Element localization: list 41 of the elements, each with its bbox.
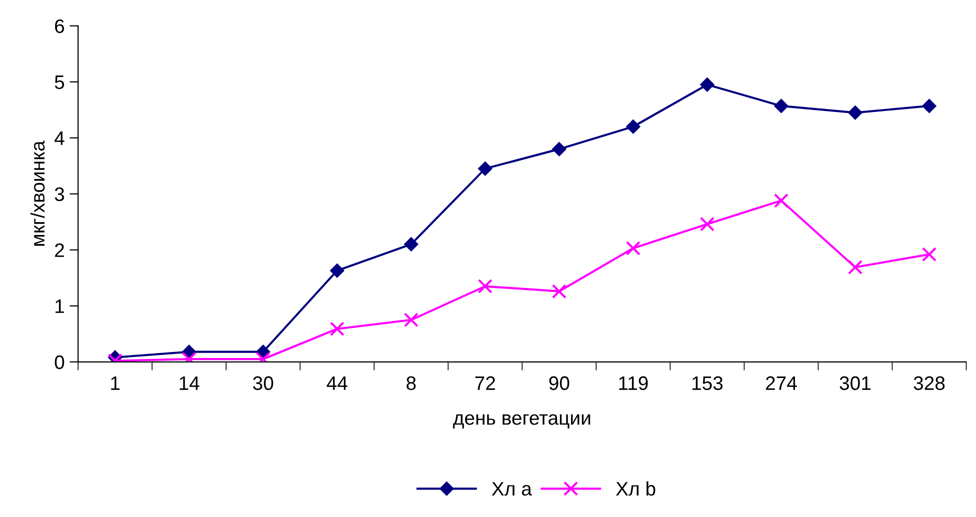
point <box>330 322 344 336</box>
point <box>552 284 566 299</box>
x-tick-label: 8 <box>406 376 416 390</box>
point <box>552 142 566 156</box>
legend-label: Хл b <box>616 481 656 496</box>
point <box>330 264 344 278</box>
x-tick-label: 274 <box>766 376 797 390</box>
point <box>848 260 863 275</box>
x-tick-label: 153 <box>692 376 723 390</box>
point <box>626 240 640 256</box>
x-tick-label: 72 <box>475 376 495 390</box>
y-tick-label: 3 <box>54 187 64 202</box>
legend-label: Хл a <box>492 482 532 496</box>
point <box>922 99 936 113</box>
y-tick-label: 5 <box>54 76 64 90</box>
point <box>774 193 788 208</box>
y-axis-title: мкг/хвоинка <box>30 140 45 246</box>
point <box>478 278 492 294</box>
x-tick-label: 1 <box>111 376 120 390</box>
x-tick-label: 44 <box>326 376 348 390</box>
point <box>922 247 937 262</box>
x-tick-label: 119 <box>619 376 648 390</box>
y-tick-label: 4 <box>54 132 64 145</box>
x-axis-title: день вегетации <box>453 414 590 429</box>
x-tick-label: 328 <box>914 376 945 390</box>
point <box>848 106 862 120</box>
x-tick-label: 14 <box>180 376 200 390</box>
x-tick-label: 90 <box>549 376 570 390</box>
x-tick-label: 301 <box>840 376 870 390</box>
point <box>700 78 714 92</box>
point <box>404 237 418 252</box>
y-tick-label: 6 <box>55 19 64 34</box>
point <box>626 120 640 134</box>
x-tick-label: 30 <box>253 376 274 390</box>
y-tick-label: 2 <box>55 243 64 257</box>
y-tick-label: 0 <box>54 355 64 370</box>
point <box>700 216 714 232</box>
point <box>774 99 788 113</box>
point <box>478 162 492 176</box>
point <box>404 312 418 328</box>
y-tick-label: 1 <box>56 300 64 313</box>
